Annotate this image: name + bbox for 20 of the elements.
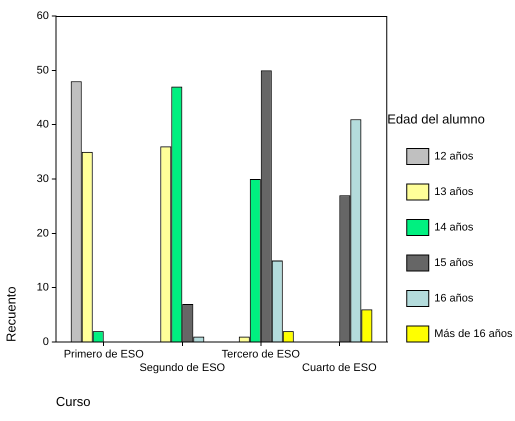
x-tick-label: Cuarto de ESO: [302, 362, 378, 374]
y-tick-label: 50: [36, 64, 49, 76]
legend-title: Edad del alumno: [387, 111, 485, 126]
x-axis-title: Curso: [56, 394, 91, 409]
legend-label: 12 años: [434, 150, 474, 163]
x-tick-label: Primero de ESO: [64, 348, 144, 361]
y-tick-label: 30: [36, 173, 49, 186]
y-tick-label: 60: [36, 10, 49, 22]
legend-label: Más de 16 años: [434, 328, 514, 340]
x-tick-label: Tercero de ESO: [222, 348, 300, 361]
legend-label: 16 años: [434, 292, 474, 305]
y-axis-title: Recuento: [3, 286, 18, 342]
y-tick-label: 20: [36, 227, 49, 240]
y-tick-label: 0: [42, 336, 49, 348]
y-tick-label: 40: [36, 118, 49, 131]
legend-label: 13 años: [434, 186, 474, 198]
y-tick-label: 10: [36, 282, 49, 294]
legend-label: 14 años: [434, 222, 474, 234]
legend-label: 15 años: [434, 257, 474, 270]
x-tick-label: Segundo de ESO: [139, 362, 226, 374]
